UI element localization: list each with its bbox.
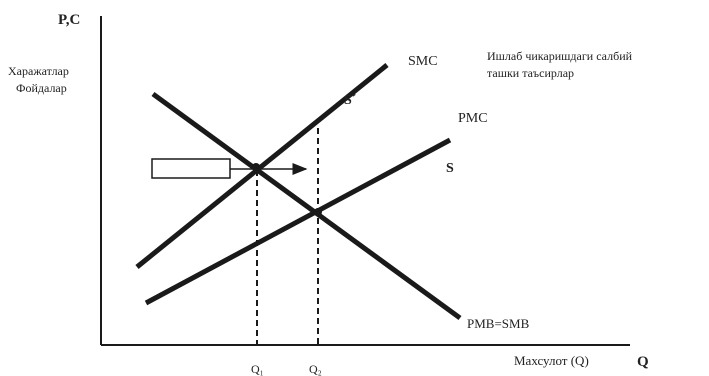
x-axis-symbol: Q <box>637 354 649 370</box>
q2-label: Q₂ <box>309 362 322 376</box>
q1-label: Q₁ <box>251 362 264 376</box>
smc-curve <box>135 63 389 269</box>
s-label: S <box>446 161 454 176</box>
y-axis-label-line2: Фойдалар <box>16 81 67 95</box>
externality-annotation-line1: Ишлаб чикаришдаги салбий <box>487 49 633 63</box>
pmb-smb-label: PMB=SMB <box>467 316 530 331</box>
pmc-label: PMC <box>458 111 488 126</box>
externality-box <box>151 158 231 179</box>
s-prime-label: S´ <box>344 93 357 108</box>
externality-annotation-line2: ташки таъсирлар <box>487 66 574 80</box>
demand-curve-pmb-smb <box>151 91 462 321</box>
social-optimum-point <box>252 163 260 171</box>
y-axis-label-line1: Харажатлар <box>8 64 69 78</box>
market-equilibrium-point <box>314 208 322 216</box>
smc-label: SMC <box>408 54 438 69</box>
y-axis-symbol: P,C <box>58 12 80 28</box>
pmc-curve <box>144 137 452 306</box>
x-axis-label: Махсулот (Q) <box>514 353 589 368</box>
